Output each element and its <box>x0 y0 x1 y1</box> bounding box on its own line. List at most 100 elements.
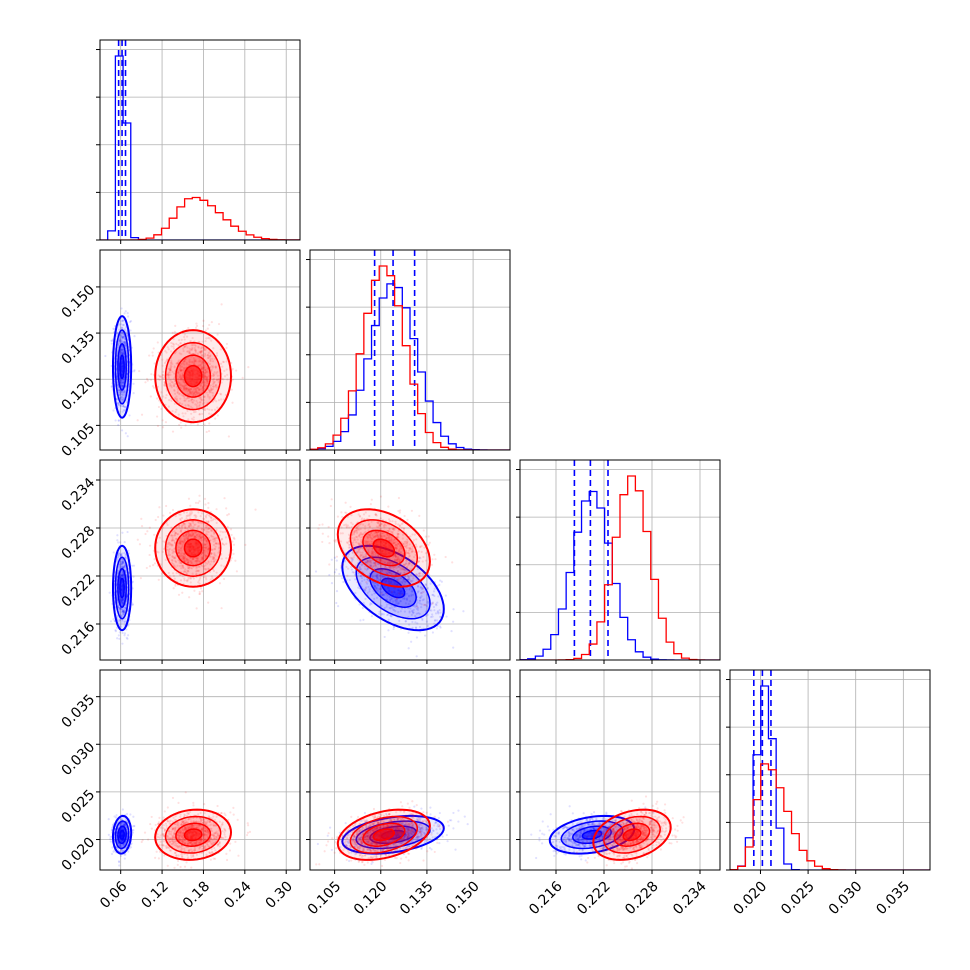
scatter-point <box>133 369 136 372</box>
scatter-point <box>117 419 120 422</box>
scatter-point <box>191 347 194 351</box>
scatter-point <box>170 558 174 562</box>
scatter-point <box>194 387 197 390</box>
scatter-point <box>172 539 176 542</box>
scatter-point <box>196 401 199 404</box>
scatter-point <box>191 401 194 404</box>
scatter-point <box>187 525 190 529</box>
scatter-point <box>176 532 180 536</box>
scatter-point <box>201 535 204 539</box>
scatter-point <box>184 525 187 528</box>
scatter-point <box>200 381 204 385</box>
scatter-point <box>225 557 228 560</box>
scatter-point <box>172 384 175 387</box>
scatter-point <box>153 558 156 561</box>
scatter-point <box>120 614 124 618</box>
scatter-point <box>131 603 134 606</box>
scatter-point <box>225 346 228 349</box>
scatter-point <box>190 392 193 395</box>
scatter-point <box>202 355 206 358</box>
scatter-point <box>230 388 233 391</box>
scatter-point <box>170 386 173 389</box>
scatter-point <box>203 379 206 382</box>
scatter-point <box>190 520 193 523</box>
scatter-point <box>230 556 233 560</box>
scatter-point <box>188 390 192 393</box>
scatter-point <box>121 601 125 604</box>
scatter-point <box>205 337 208 340</box>
scatter-point <box>207 351 211 354</box>
scatter-point <box>183 360 186 363</box>
scatter-point <box>215 354 219 357</box>
scatter-point <box>183 333 186 336</box>
scatter-point <box>361 606 364 610</box>
scatter-point <box>201 366 204 369</box>
scatter-point <box>189 533 192 536</box>
scatter-point <box>197 533 200 536</box>
scatter-point <box>197 345 200 348</box>
scatter-point <box>194 360 197 363</box>
scatter-point <box>207 527 210 530</box>
scatter-point <box>213 373 216 376</box>
scatter-point <box>206 528 209 531</box>
scatter-point <box>121 597 124 600</box>
scatter-point <box>181 385 184 388</box>
scatter-point <box>211 357 214 360</box>
scatter-point <box>175 362 179 365</box>
scatter-point <box>119 554 123 557</box>
scatter-point <box>195 404 198 407</box>
scatter-point <box>183 363 186 366</box>
scatter-point <box>187 524 191 527</box>
scatter-point <box>210 391 213 394</box>
scatter-point <box>167 375 170 378</box>
scatter-point <box>139 577 142 580</box>
scatter-point <box>438 625 442 628</box>
scatter-point <box>211 385 215 388</box>
scatter-point <box>127 624 130 627</box>
histogram-panel-2 <box>516 459 721 664</box>
scatter-point <box>188 388 191 391</box>
scatter-point <box>189 514 192 517</box>
scatter-point <box>177 359 180 362</box>
scatter-point <box>119 404 123 407</box>
scatter-point <box>120 340 123 343</box>
scatter-point <box>318 523 321 527</box>
scatter-point <box>192 416 195 419</box>
scatter-point <box>119 339 122 342</box>
scatter-point <box>176 400 179 403</box>
scatter-point <box>180 552 184 555</box>
scatter-point <box>198 404 201 408</box>
scatter-point <box>220 537 224 540</box>
scatter-point <box>194 326 198 329</box>
scatter-point <box>202 347 206 350</box>
scatter-point <box>152 347 155 350</box>
scatter-point <box>335 601 338 605</box>
scatter-point <box>115 332 119 335</box>
scatter-point <box>210 552 213 555</box>
scatter-point <box>173 556 176 559</box>
scatter-point <box>123 621 126 624</box>
scatter-point <box>179 342 183 345</box>
scatter-point <box>121 565 124 569</box>
scatter-point <box>205 539 208 542</box>
scatter-point <box>170 544 173 547</box>
scatter-point <box>230 533 233 537</box>
scatter-point <box>182 415 185 418</box>
scatter-point <box>119 381 122 384</box>
scatter-point <box>201 380 204 384</box>
scatter-point <box>122 565 126 569</box>
scatter-point <box>202 565 205 568</box>
scatter-point <box>215 384 218 387</box>
scatter-point <box>184 386 187 390</box>
scatter-point <box>185 387 188 390</box>
scatter-point <box>148 565 152 568</box>
scatter-point <box>121 348 124 351</box>
scatter-point <box>215 352 219 355</box>
scatter-point <box>185 571 188 575</box>
scatter-point <box>185 557 189 560</box>
scatter-point <box>205 378 208 381</box>
scatter-point <box>224 530 227 534</box>
scatter-point <box>203 543 206 546</box>
scatter-point <box>123 389 126 392</box>
scatter-point <box>173 385 176 388</box>
